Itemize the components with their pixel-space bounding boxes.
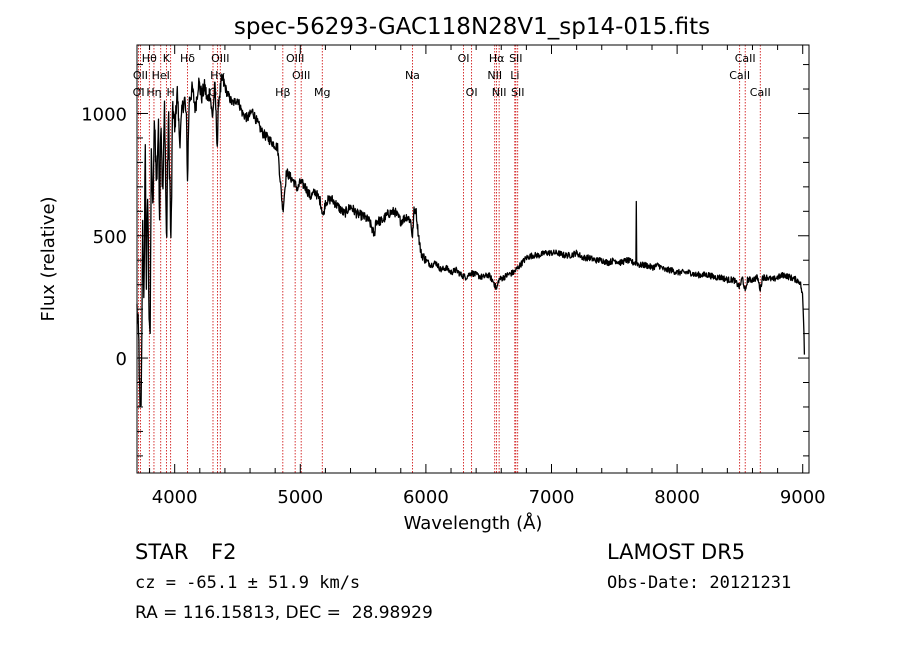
- object-class: STAR: [135, 540, 189, 564]
- redshift-velocity: cz = -65.1 ± 51.9 km/s: [135, 573, 361, 593]
- spectral-line-label: Hη: [146, 86, 161, 99]
- survey-name: LAMOST DR5: [607, 540, 746, 564]
- spectral-line-label: HeI: [152, 69, 170, 82]
- x-tick-label: 6000: [403, 487, 449, 508]
- spectral-line-label: OI: [133, 86, 145, 99]
- spectrum-series: [136, 73, 806, 408]
- spectral-line-label: NII: [492, 86, 507, 99]
- spectral-line-label: H: [167, 86, 175, 99]
- spectral-line-label: OIII: [211, 52, 229, 65]
- x-tick-label: 8000: [654, 487, 700, 508]
- spectral-line-markers: [138, 45, 761, 473]
- spectral-line-label: Hδ: [180, 52, 195, 65]
- spectral-line-label: SII: [509, 52, 522, 65]
- spectral-line-label: NII: [487, 69, 502, 82]
- spectral-line-label: OIII: [292, 69, 310, 82]
- spectral-line-label: Mg: [314, 86, 330, 99]
- spectral-line-label: Li: [510, 69, 519, 82]
- spectral-line-label: Hβ: [275, 86, 290, 99]
- plot-frame: [136, 44, 810, 474]
- spectral-line-label: Hα: [489, 52, 505, 65]
- spectral-line-label: CaII: [735, 52, 756, 65]
- spectral-line-label: CaII: [750, 86, 771, 99]
- spectral-line-label: G: [209, 86, 218, 99]
- x-tick-label: 7000: [529, 487, 575, 508]
- spectral-line-label: Na: [405, 69, 420, 82]
- spectral-line-label: OIII: [286, 52, 304, 65]
- chart-title: spec-56293-GAC118N28V1_sp14-015.fits: [234, 14, 710, 40]
- spectral-line-label: K: [163, 52, 171, 65]
- object-subclass: F2: [211, 540, 237, 564]
- y-axis-label: Flux (relative): [38, 196, 59, 321]
- observation-date: Obs-Date: 20121231: [607, 573, 792, 593]
- x-tick-label: 4000: [152, 487, 198, 508]
- spectral-line-label: OI: [458, 52, 470, 65]
- y-tick-label: 0: [116, 349, 127, 370]
- y-tick-label: 1000: [81, 104, 127, 125]
- spectral-line-label: CaII: [729, 69, 750, 82]
- x-axis-label: Wavelength (Å): [404, 512, 543, 534]
- spectral-line-label: Hθ: [142, 52, 157, 65]
- spectral-line-label: OII: [133, 69, 148, 82]
- x-tick-label: 5000: [277, 487, 323, 508]
- coordinates: RA = 116.15813, DEC = 28.98929: [135, 603, 433, 623]
- spectral-line-label: SII: [511, 86, 524, 99]
- axis-ticks: 4000 5000 6000 7000 8000 9000 0 500 1000: [81, 45, 826, 508]
- y-tick-label: 500: [93, 227, 127, 248]
- x-tick-label: 9000: [780, 487, 826, 508]
- spectral-line-label: OI: [466, 86, 478, 99]
